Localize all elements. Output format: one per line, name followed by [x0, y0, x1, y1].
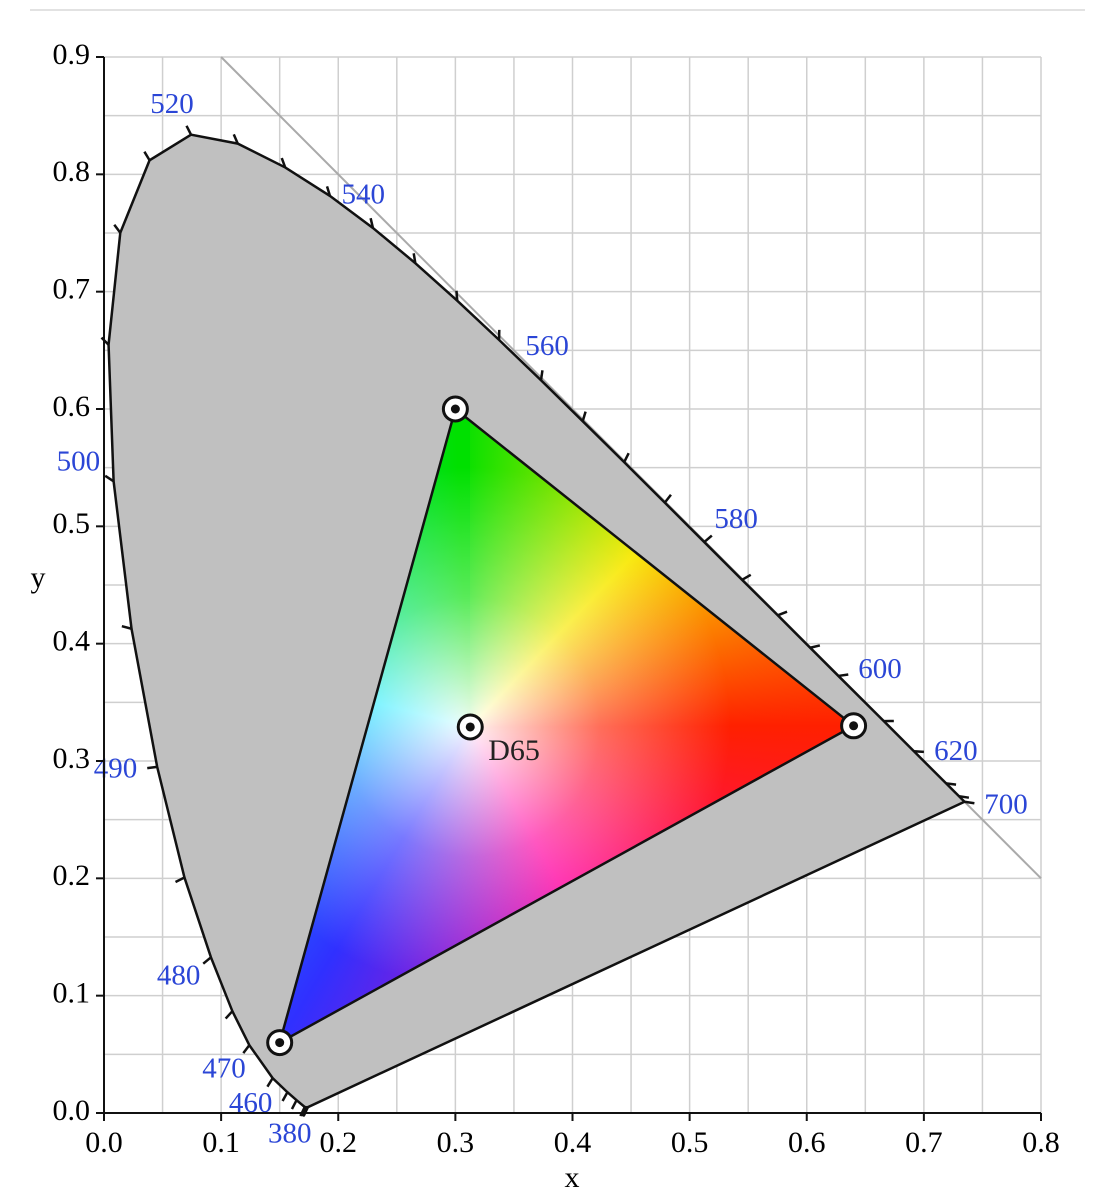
locus-tick: [539, 370, 544, 381]
x-tick-label: 0.3: [437, 1126, 475, 1159]
primary-marker-dot: [849, 721, 859, 731]
locus-tick: [623, 452, 630, 463]
wavelength-label: 480: [157, 959, 201, 991]
locus-tick: [143, 151, 151, 161]
locus-tick: [299, 1106, 306, 1117]
y-tick-label: 0.4: [53, 625, 91, 658]
wavelength-label: 620: [934, 735, 978, 767]
y-tick-label: 0.1: [53, 977, 91, 1010]
wavelength-label: 490: [94, 752, 138, 784]
y-tick-label: 0.8: [53, 155, 91, 188]
locus-tick: [412, 253, 417, 264]
x-tick-label: 0.5: [671, 1126, 709, 1159]
locus-tick: [232, 133, 239, 145]
wavelength-label: 520: [150, 88, 194, 120]
locus-tick: [113, 224, 122, 234]
locus-tick: [663, 493, 672, 504]
x-tick-label: 0.4: [554, 1126, 592, 1159]
x-tick-label: 0.8: [1022, 1126, 1060, 1159]
locus-tick: [369, 217, 375, 229]
x-tick-label: 0.1: [202, 1126, 240, 1159]
locus-tick: [455, 290, 459, 301]
y-tick-label: 0.3: [53, 742, 91, 775]
locus-tick: [741, 573, 752, 581]
locus-tick: [280, 157, 287, 168]
x-tick-label: 0.2: [320, 1126, 358, 1159]
locus-tick: [290, 1099, 298, 1110]
locus-tick: [301, 1106, 309, 1117]
wavelength-label: 470: [202, 1052, 246, 1084]
y-axis-label: y: [31, 561, 46, 594]
locus-tick: [224, 1010, 234, 1020]
wavelength-label: 600: [858, 653, 902, 685]
wavelength-label: 560: [525, 330, 569, 362]
locus-tick: [281, 1091, 289, 1102]
x-axis-label: x: [565, 1161, 580, 1192]
x-tick-label: 0.0: [85, 1126, 123, 1159]
y-tick-label: 0.6: [53, 390, 91, 423]
locus-tick: [945, 782, 957, 786]
wavelength-label: 500: [57, 446, 101, 478]
wavelength-label: 700: [984, 788, 1028, 820]
locus-tick: [202, 956, 212, 965]
wavelength-label: 540: [342, 178, 386, 210]
locus-tick: [100, 336, 110, 346]
locus-tick: [838, 673, 849, 678]
locus-tick: [913, 750, 924, 754]
y-tick-label: 0.9: [53, 38, 91, 71]
locus-tick: [174, 876, 186, 884]
white-point-label: D65: [488, 734, 540, 767]
locus-tick: [777, 610, 788, 617]
locus-tick: [809, 644, 821, 649]
locus-tick: [242, 1044, 251, 1054]
wavelength-label: 580: [714, 503, 758, 535]
y-tick-label: 0.5: [53, 507, 91, 540]
locus-tick: [703, 534, 713, 544]
y-tick-label: 0.2: [53, 859, 91, 892]
locus-tick: [147, 765, 158, 770]
y-tick-label: 0.7: [53, 273, 91, 306]
white-point-marker-dot: [465, 722, 475, 732]
locus-tick: [325, 185, 332, 197]
locus-tick: [964, 800, 975, 805]
wavelength-label: 380: [268, 1118, 312, 1150]
locus-tick: [185, 125, 193, 136]
x-tick-label: 0.7: [905, 1126, 943, 1159]
gamut-outline: [277, 406, 856, 1046]
locus-tick: [958, 794, 970, 799]
primary-marker-dot: [275, 1038, 285, 1048]
locus-tick: [104, 474, 115, 483]
x-tick-label: 0.6: [788, 1126, 826, 1159]
locus-tick: [581, 411, 587, 422]
primary-marker-dot: [450, 404, 460, 414]
y-tick-label: 0.0: [53, 1094, 91, 1127]
locus-tick: [266, 1077, 274, 1088]
locus-tick: [121, 624, 132, 630]
